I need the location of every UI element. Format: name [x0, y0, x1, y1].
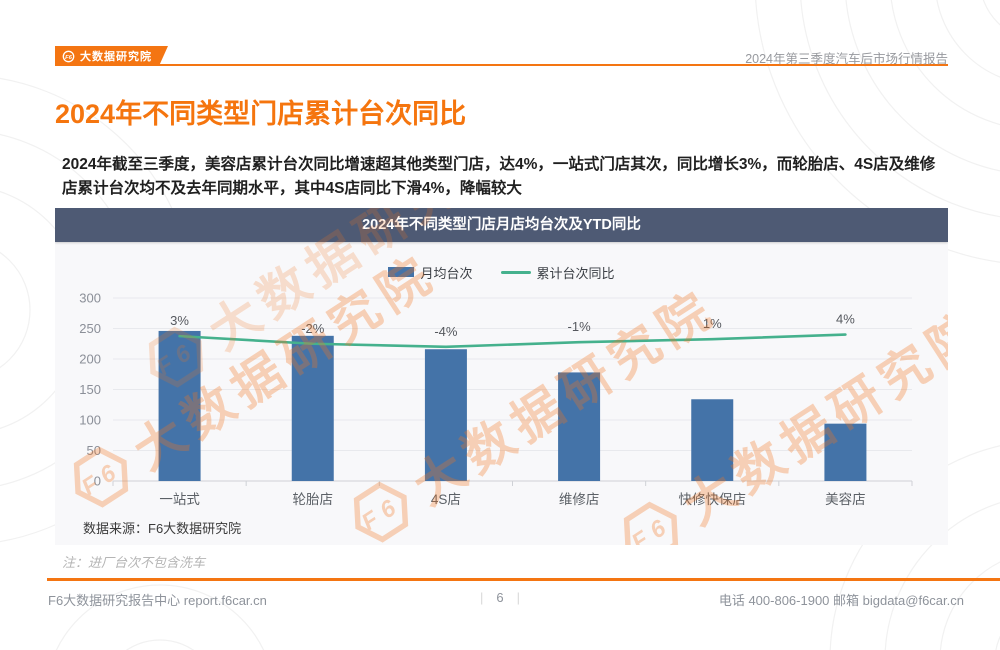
bar-4S店	[424, 349, 467, 481]
x-category-label: 轮胎店	[293, 492, 334, 507]
data-source: 数据来源：F6大数据研究院	[83, 521, 242, 536]
legend-line-label: 累计台次同比	[536, 265, 615, 281]
footer-divider	[47, 578, 1000, 581]
bar-line-chart: 0 50 100 150 200 250 300 一站式 轮胎店 4S店 维修店 快修快保店 美容店 3%…	[79, 291, 913, 507]
bar-轮胎店	[291, 335, 334, 481]
y-tick-label: 250	[79, 321, 101, 336]
summary-text: 2024年截至三季度，美容店累计台次同比增速超其他类型门店，达4%，一站式门店其…	[62, 156, 936, 198]
chart-title: 2024年不同类型门店月店均台次及YTD同比	[55, 208, 948, 242]
legend-item-line: 累计台次同比	[500, 263, 615, 282]
logo-badge: F6 大数据研究院	[55, 46, 168, 66]
y-tick-label: 100	[79, 413, 101, 428]
svg-text:F6: F6	[627, 511, 677, 545]
legend-line-swatch	[500, 270, 531, 274]
line-value-label: -2%	[301, 321, 325, 336]
line-value-label: -1%	[568, 319, 592, 334]
x-category-label: 4S店	[431, 492, 461, 507]
page-number-pipe: |	[516, 590, 520, 605]
page-number: | 6 |	[479, 590, 520, 605]
y-tick-label: 50	[87, 443, 101, 458]
x-category-label: 一站式	[159, 492, 200, 507]
svg-text:F6: F6	[65, 54, 73, 60]
line-value-label: -4%	[434, 324, 458, 339]
bar-快修快保店	[691, 399, 734, 481]
bar-一站式	[158, 330, 201, 481]
page-title: 2024年不同类型门店累计台次同比	[55, 99, 467, 129]
chart-legend: 月均台次 累计台次同比	[55, 263, 948, 282]
header-divider	[55, 64, 948, 66]
footer-left: F6大数据研究报告中心 report.f6car.cn	[48, 593, 267, 608]
ytd-line	[178, 333, 847, 349]
y-tick-label: 200	[79, 352, 101, 367]
page-number-pipe: |	[479, 590, 484, 605]
y-tick-label: 150	[79, 382, 101, 397]
f6-logo-icon: F6	[62, 50, 75, 63]
x-category-label: 美容店	[825, 491, 866, 507]
y-tick-label: 0	[94, 474, 101, 489]
x-category-label: 快修快保店	[679, 492, 747, 507]
logo-text: 大数据研究院	[80, 51, 152, 63]
legend-item-bar: 月均台次	[388, 263, 473, 282]
legend-bar-swatch	[388, 267, 415, 277]
legend-bar-label: 月均台次	[420, 265, 473, 281]
footer-contact: 电话 400-806-1900 邮箱 bigdata@f6car.cn	[718, 593, 964, 608]
y-tick-label: 300	[79, 291, 101, 306]
bar-美容店	[824, 423, 867, 481]
chart-card: 2024年不同类型门店月店均台次及YTD同比 月均台次 累计台次同比 0 50 10…	[55, 208, 948, 545]
x-category-label: 维修店	[559, 492, 600, 507]
footnote: 注：进厂台次不包含洗车	[62, 555, 206, 570]
bar-维修店	[558, 372, 601, 481]
line-value-label: 1%	[703, 316, 722, 331]
line-value-label: 4%	[836, 312, 855, 327]
line-value-label: 3%	[170, 313, 189, 328]
report-title: 2024年第三季度汽车后市场行情报告	[745, 52, 948, 66]
